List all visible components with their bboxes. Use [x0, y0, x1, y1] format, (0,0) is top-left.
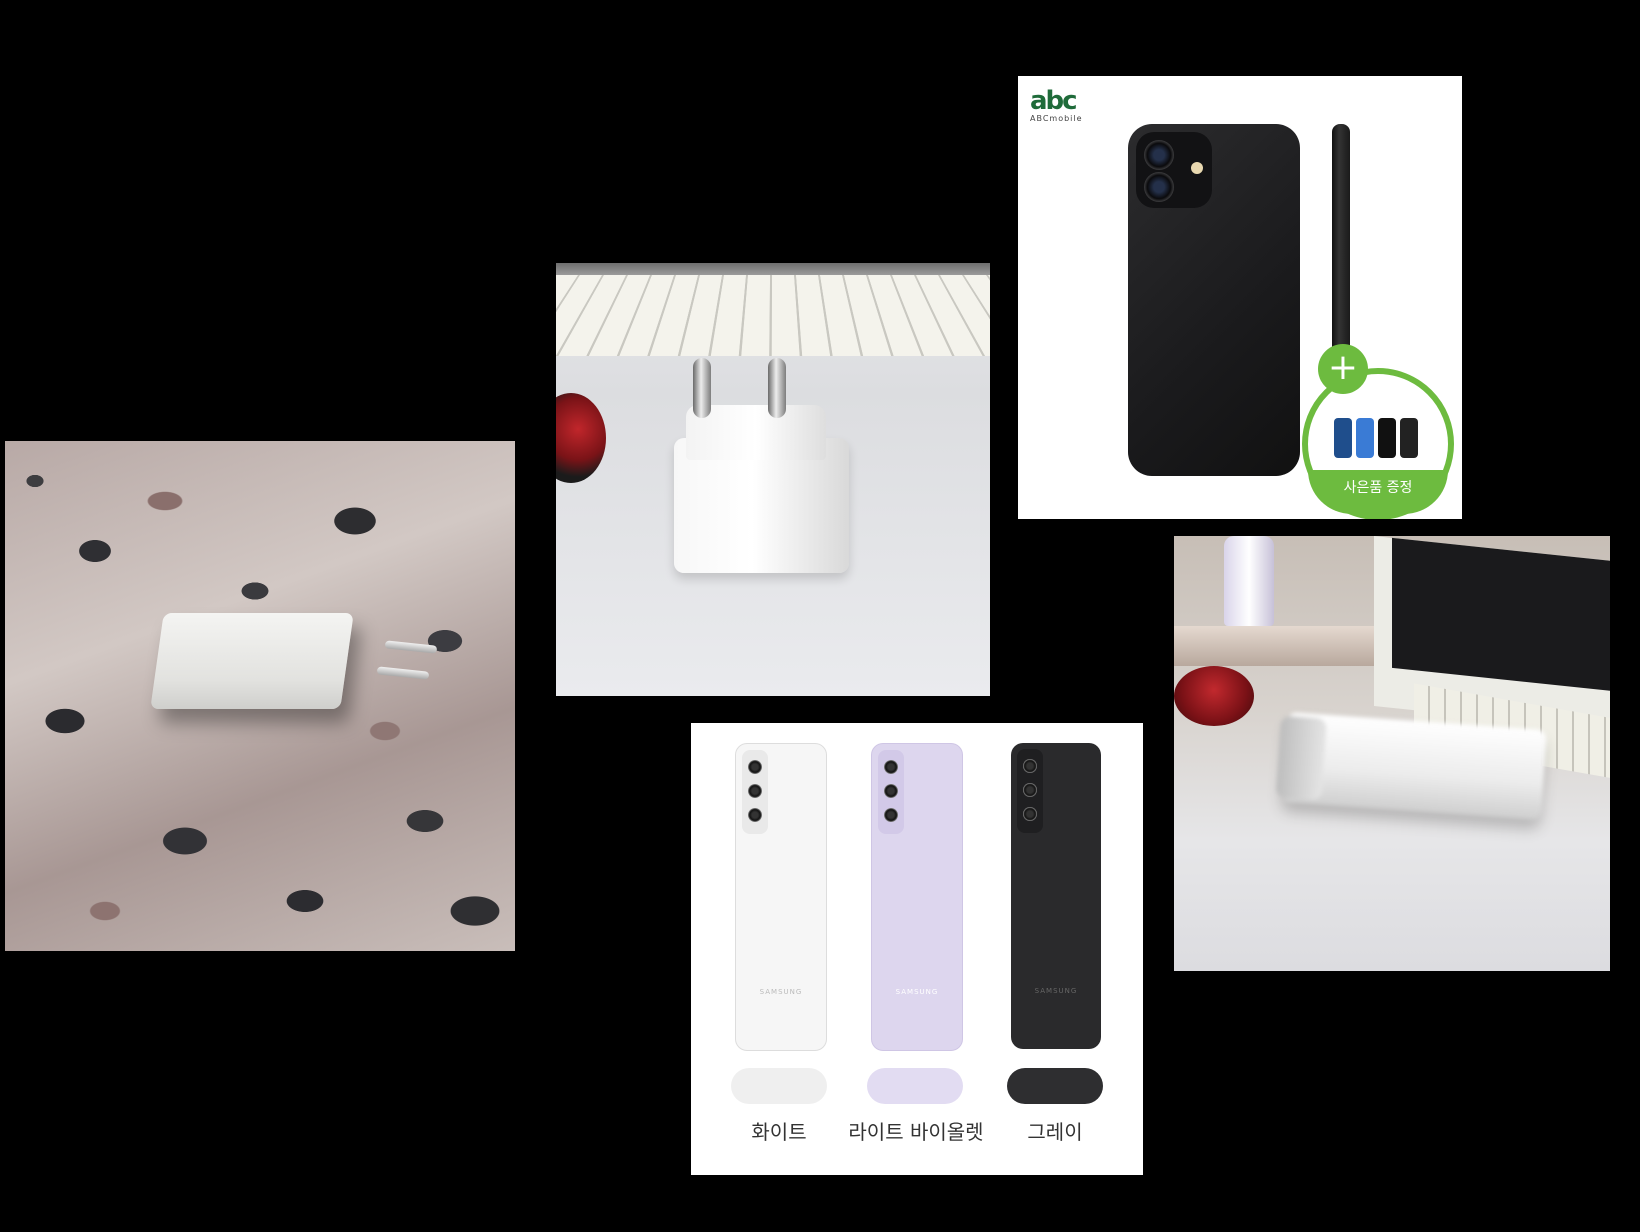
red-mouse [1174, 666, 1254, 726]
charger-usb-port [1275, 715, 1328, 801]
camera-module [1017, 749, 1043, 833]
samsung-color-options: SAMSUNG SAMSUNG SAMSUNG 화이트 라이트 바이올렛 그레이 [691, 723, 1143, 1175]
gift-badge: 사은품 증정 [1302, 368, 1454, 519]
gift-label: 사은품 증정 [1308, 470, 1448, 514]
gift-items [1328, 412, 1428, 458]
charger-pin [693, 358, 711, 418]
keyboard [556, 275, 990, 356]
iphone-back [1128, 124, 1300, 476]
logo-mark: abc [1030, 86, 1078, 116]
mouse [556, 393, 606, 483]
label-light-violet: 라이트 바이올렛 [848, 1120, 984, 1144]
camera-lens [1144, 172, 1174, 202]
logo-text: ABCmobile [1030, 114, 1083, 123]
usb-charger-blurred [1275, 712, 1547, 820]
label-gray: 그레이 [1027, 1120, 1083, 1144]
camera-module [742, 750, 768, 834]
swatch-gray [1007, 1068, 1103, 1104]
monitor-screen [1392, 537, 1610, 691]
camera-flash [1191, 162, 1203, 174]
swatch-light-violet [867, 1068, 963, 1104]
shelf [1174, 626, 1394, 666]
swatch-white [731, 1068, 827, 1104]
charger-pin [768, 358, 786, 418]
phone-light-violet: SAMSUNG [871, 743, 963, 1051]
camera-bump [1136, 132, 1212, 208]
samsung-brand: SAMSUNG [895, 988, 939, 996]
vase [1224, 536, 1274, 626]
samsung-brand: SAMSUNG [1034, 987, 1078, 995]
usb-charger [150, 613, 354, 709]
plus-icon: + [1318, 344, 1368, 394]
charger-prong [376, 666, 430, 680]
label-white: 화이트 [751, 1120, 807, 1144]
photo-charger-on-rug [5, 441, 515, 951]
abcmobile-logo: abc ABCmobile [1030, 88, 1083, 123]
photo-charger-with-monitor [1174, 536, 1610, 971]
camera-lens [1144, 140, 1174, 170]
photo-charger-on-desk [556, 263, 990, 696]
samsung-brand: SAMSUNG [759, 988, 803, 996]
usb-c-charger [674, 438, 849, 573]
charger-prong [384, 640, 438, 654]
phone-white: SAMSUNG [735, 743, 827, 1051]
phone-gray: SAMSUNG [1011, 743, 1101, 1049]
camera-module [878, 750, 904, 834]
iphone-product-image: abc ABCmobile 사은품 증정 + [1018, 76, 1462, 519]
